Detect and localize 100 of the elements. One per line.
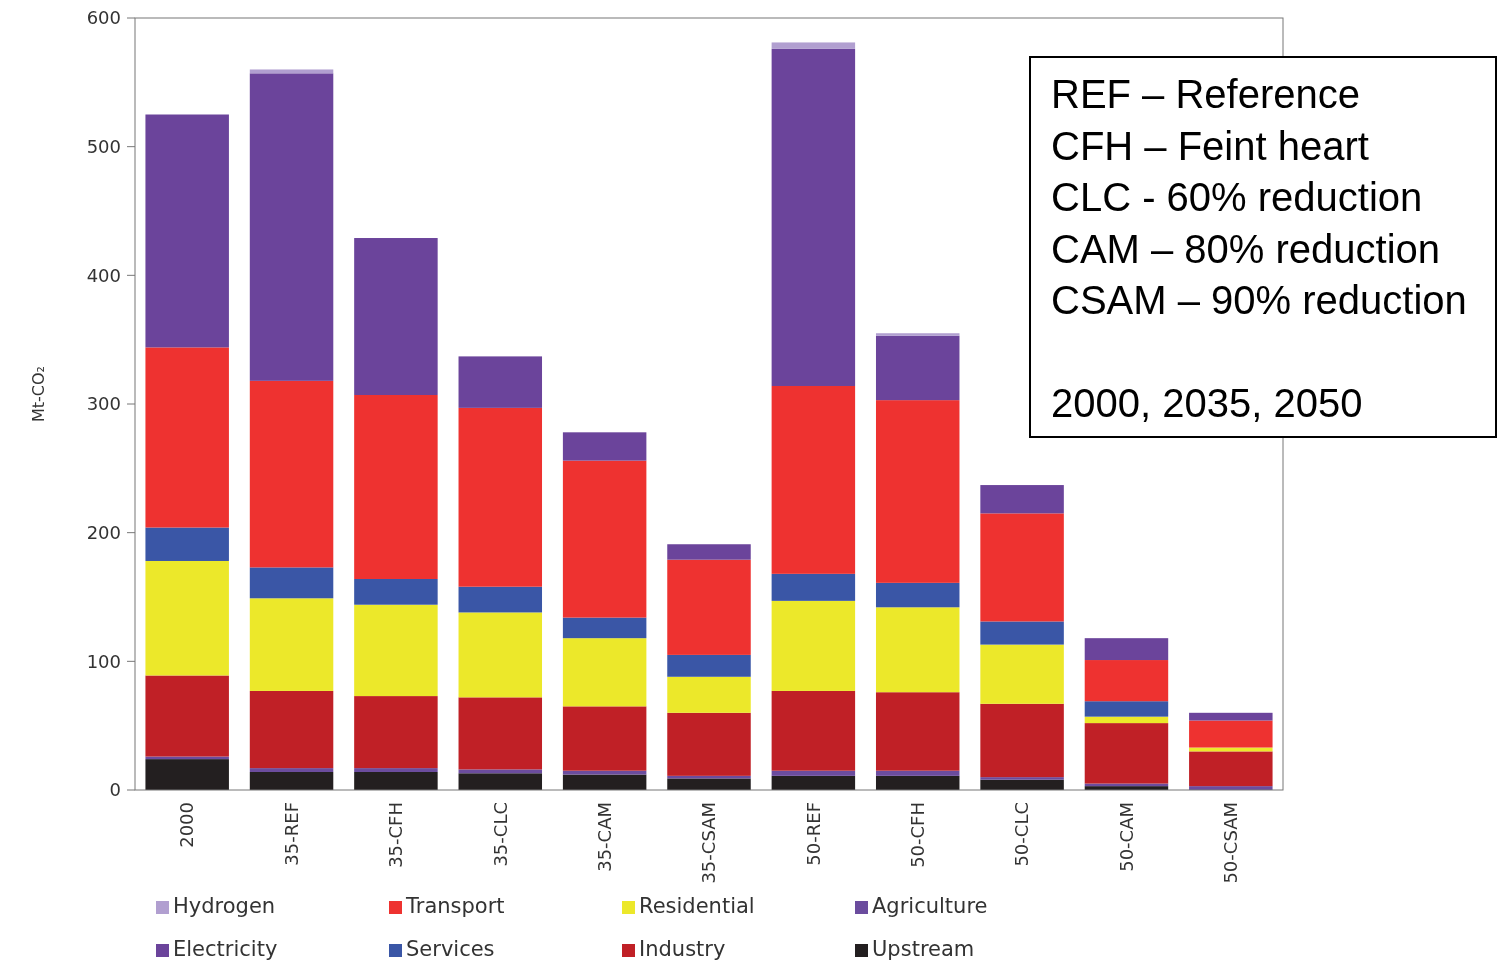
bar [249,690,334,769]
bar [1084,660,1169,702]
bar [1189,751,1273,787]
bar [145,527,229,561]
legend-label: Residential [639,894,755,918]
bar [875,770,960,776]
bar [354,696,438,769]
bar [875,607,960,693]
bar [145,347,229,528]
y-tick-label: 600 [86,7,121,29]
bar [771,600,856,691]
bar [562,770,647,775]
bar [354,604,438,697]
annotation: CAM – 80% reduction [1051,226,1441,271]
bar [458,586,543,613]
y-axis-title: Mt-CO₂ [29,365,48,423]
bar [562,638,647,707]
bar [458,769,543,774]
bar [458,407,543,587]
y-tick-label: 500 [86,135,121,157]
legend-label: Transport [405,894,505,918]
bar [667,544,751,560]
legend-label: Electricity [173,937,278,961]
bar [771,42,856,49]
legend-label: Agriculture [872,894,988,918]
x-tick-label: 35-CAM [593,802,615,872]
bar [562,432,647,461]
bar [249,380,334,568]
bar [562,774,647,790]
bar [667,559,751,655]
bar [249,768,334,772]
bar [771,770,856,776]
bar [771,48,856,386]
bar [980,485,1064,514]
bar [249,69,334,74]
bar [458,697,543,770]
annotation: REF – Reference [1051,72,1361,116]
x-tick-label: 50-CLC [1011,802,1033,867]
bar [562,460,647,618]
bar [354,768,438,772]
bar [980,703,1064,778]
legend-label: Upstream [872,937,975,961]
bar [249,598,334,691]
bar [875,775,960,790]
bar [1084,638,1169,661]
y-tick-label: 100 [86,650,121,672]
bar [562,706,647,771]
bar [771,690,856,771]
bar [145,114,229,348]
bar [980,777,1064,780]
x-tick-label: 50-CFH [907,802,929,868]
annotation: 2000, 2035, 2050 [1051,381,1363,425]
bar [980,513,1064,622]
legend-label: Industry [639,937,726,961]
x-tick-label: 50-CSAM [1220,802,1242,884]
x-tick-label: 35-CLC [489,802,511,867]
y-tick-label: 0 [109,779,121,801]
bar [667,676,751,713]
bar [771,573,856,601]
bar [771,775,856,790]
bar [875,582,960,608]
bar [458,612,543,698]
x-tick-label: 2000 [176,802,198,848]
legend-label: Hydrogen [173,894,276,918]
bar [145,759,229,790]
y-tick-label: 300 [86,393,121,415]
annotation: CSAM – 90% reduction [1051,278,1467,322]
bar [875,692,960,771]
y-tick-label: 400 [86,264,121,286]
x-tick-label: 35-CSAM [698,802,720,884]
x-tick-label: 50-REF [802,802,824,866]
bar [1084,716,1169,724]
bar [354,238,438,395]
x-tick-label: 50-CAM [1115,802,1137,872]
bar [354,578,438,605]
bar [249,567,334,599]
bar [562,617,647,639]
bar [354,771,438,790]
x-tick-label: 35-REF [280,802,302,866]
bar [145,675,229,757]
bar [980,644,1064,704]
bar [249,73,334,381]
bar [1084,723,1169,784]
bar [1084,701,1169,717]
bar [1189,712,1273,721]
bar [249,771,334,790]
bar [667,712,751,776]
legend-label: Services [406,937,495,961]
x-tick-label: 35-CFH [385,802,407,868]
bar [458,773,543,790]
bar [354,394,438,579]
bar [667,654,751,677]
bar [145,560,229,676]
bar [875,333,960,336]
bar [980,621,1064,645]
y-tick-label: 200 [86,521,121,543]
annotation: CFH – Feint heart [1051,123,1369,168]
bar [1189,720,1273,748]
bar [458,356,543,408]
annotation: CLC - 60% reduction [1051,175,1423,219]
